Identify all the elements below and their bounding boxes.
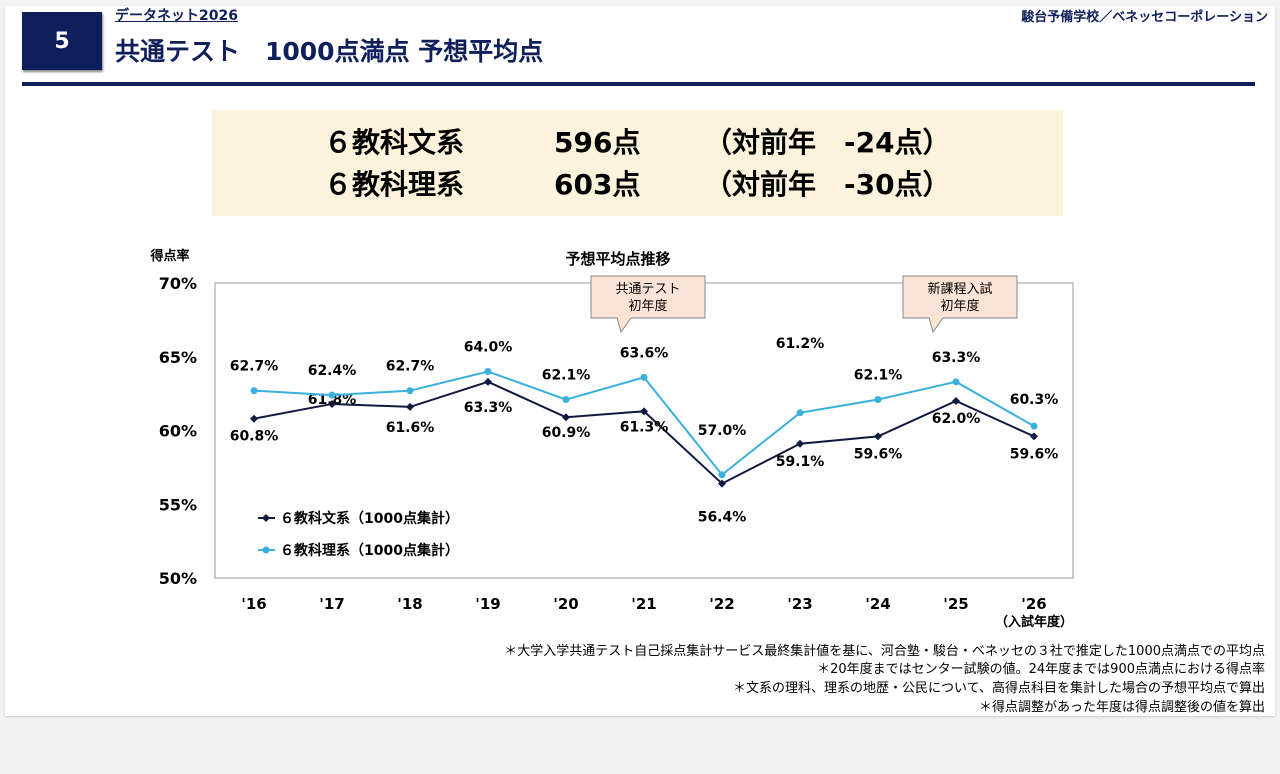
- legend-label: ６教科理系（1000点集計）: [280, 542, 459, 559]
- data-point: [484, 377, 492, 386]
- annotation-text: 共通テスト: [615, 282, 680, 297]
- plot-area: [214, 282, 1074, 579]
- data-label: 60.3%: [1010, 392, 1059, 408]
- chart-title: 予想平均点推移: [565, 250, 670, 268]
- data-point: [796, 439, 804, 448]
- data-point: [718, 479, 726, 488]
- legend-label: ６教科文系（1000点集計）: [280, 510, 459, 527]
- data-label: 56.4%: [698, 510, 747, 526]
- y-axis-label: 得点率: [149, 248, 189, 264]
- summary-label: ６教科理系: [324, 168, 465, 201]
- data-label: 64.0%: [464, 340, 513, 356]
- y-tick-label: 50%: [159, 569, 197, 588]
- annotation-text: 新課程入試: [927, 281, 992, 297]
- summary-row-bunkei: ６教科文系 596点 （対前年 -24点）: [324, 122, 1063, 164]
- data-point: [484, 368, 492, 375]
- data-label: 59.1%: [776, 454, 825, 470]
- x-tick-label: '26: [1021, 595, 1046, 613]
- data-point: [562, 413, 570, 422]
- slide-number: 5: [22, 12, 102, 70]
- footnote: ＊得点調整があった年度は得点調整後の値を算出: [978, 700, 1265, 715]
- footnote: ＊大学入学共通テスト自己採点集計サービス最終集計値を基に、河合塾・駿台・ベネッセ…: [504, 644, 1265, 659]
- x-tick-label: '17: [319, 595, 344, 613]
- summary-diff: （対前年 -24点）: [704, 126, 951, 159]
- divider: [22, 82, 1255, 86]
- legend-marker: [262, 514, 270, 522]
- data-label: 61.2%: [776, 336, 825, 352]
- page-title: 共通テスト 1000点満点 予想平均点: [115, 37, 544, 66]
- data-point: [328, 391, 336, 399]
- x-tick-label: '25: [943, 595, 968, 613]
- x-tick-label: '24: [865, 595, 890, 613]
- y-tick-label: 60%: [159, 422, 197, 441]
- data-label: 62.7%: [386, 359, 435, 375]
- data-point: [718, 471, 726, 479]
- annotation-text: 初年度: [628, 298, 667, 314]
- data-label: 61.3%: [620, 419, 669, 435]
- data-point: [406, 402, 414, 411]
- y-tick-label: 70%: [159, 274, 197, 293]
- data-point: [874, 396, 882, 404]
- footnote: ＊文系の理科、理系の地歴・公民について、高得点科目を集計した場合の予想平均点で算…: [733, 681, 1265, 696]
- organization: 駿台予備学校／ベネッセコーポレーション: [1021, 10, 1268, 25]
- data-point: [328, 399, 336, 408]
- data-point: [952, 397, 960, 405]
- data-label: 62.0%: [932, 411, 981, 427]
- summary-score: 596点: [554, 126, 641, 159]
- data-label: 62.1%: [542, 368, 591, 384]
- legend-marker: [262, 546, 270, 554]
- data-label: 63.3%: [464, 400, 513, 416]
- x-tick-label: '21: [631, 595, 656, 613]
- data-label: 62.4%: [308, 363, 357, 379]
- data-label: 62.1%: [854, 368, 903, 384]
- data-point: [406, 387, 414, 395]
- data-point: [250, 387, 258, 395]
- data-point: [640, 373, 648, 381]
- subtitle: データネット2026: [115, 8, 238, 24]
- data-point: [640, 407, 648, 416]
- data-point: [796, 409, 804, 417]
- summary-banner: ６教科文系 596点 （対前年 -24点） ６教科理系 603点 （対前年 -30点）: [212, 110, 1063, 216]
- x-tick-label: '19: [475, 595, 500, 613]
- annotation-text: 初年度: [940, 298, 979, 314]
- data-label: 63.3%: [932, 350, 981, 366]
- y-tick-label: 65%: [159, 348, 197, 367]
- data-point: [1030, 432, 1038, 441]
- x-tick-label: '20: [553, 595, 578, 613]
- x-tick-label: '18: [397, 595, 422, 613]
- data-label: 59.6%: [1010, 446, 1059, 462]
- data-point: [952, 378, 960, 386]
- summary-score: 603点: [554, 168, 641, 201]
- data-point: [562, 396, 570, 404]
- x-tick-label: '23: [787, 595, 812, 613]
- summary-diff: （対前年 -30点）: [704, 168, 951, 201]
- data-label: 59.6%: [854, 446, 903, 462]
- data-label: 63.6%: [620, 345, 669, 361]
- data-point: [1030, 422, 1038, 430]
- data-point: [250, 414, 258, 423]
- summary-row-rikei: ６教科理系 603点 （対前年 -30点）: [324, 164, 1063, 206]
- x-tick-label: '22: [709, 595, 734, 613]
- data-label: 61.6%: [386, 420, 435, 436]
- x-tick-label: '16: [241, 595, 266, 613]
- data-label: 60.9%: [542, 425, 591, 441]
- data-label: 61.8%: [308, 392, 357, 408]
- annotation-callout: [902, 275, 1018, 334]
- x-axis-label: （入試年度）: [995, 614, 1073, 630]
- data-label: 57.0%: [698, 423, 747, 439]
- data-label: 60.8%: [230, 429, 279, 445]
- data-label: 62.7%: [230, 359, 279, 375]
- annotation-callout: [590, 275, 706, 334]
- footnote: ＊20年度まではセンター試験の値。24年度までは900点満点における得点率: [817, 662, 1265, 677]
- data-point: [874, 432, 882, 441]
- y-tick-label: 55%: [159, 495, 197, 514]
- summary-label: ６教科文系: [324, 126, 465, 159]
